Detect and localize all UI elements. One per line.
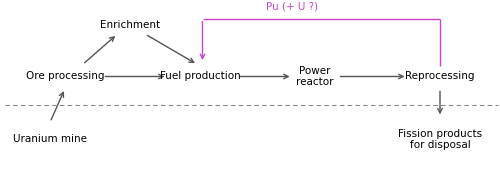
Text: Fuel production: Fuel production	[160, 72, 240, 81]
Text: Uranium mine: Uranium mine	[13, 134, 87, 144]
Text: Fission products
for disposal: Fission products for disposal	[398, 129, 482, 150]
Text: Enrichment: Enrichment	[100, 21, 160, 30]
Text: Ore processing: Ore processing	[26, 72, 104, 81]
Text: Pu (+ U ?): Pu (+ U ?)	[266, 2, 318, 12]
Text: Power
reactor: Power reactor	[296, 66, 334, 87]
Text: Reprocessing: Reprocessing	[405, 72, 475, 81]
